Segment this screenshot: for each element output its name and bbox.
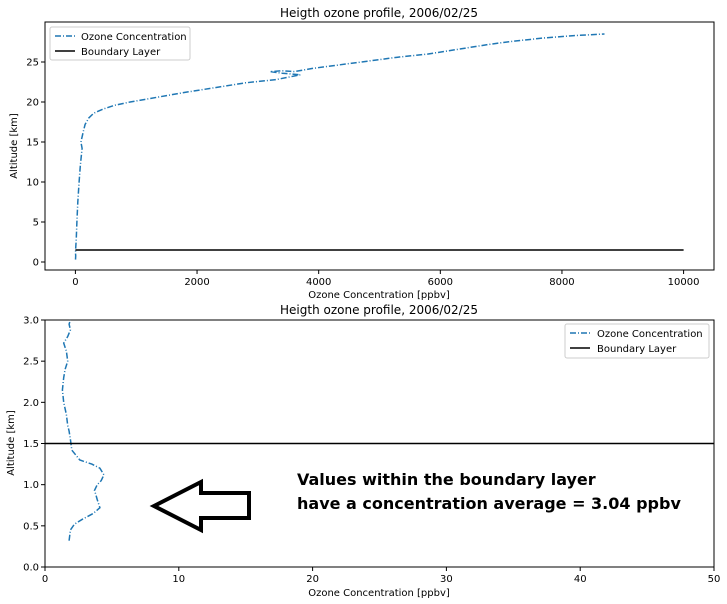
x-tick-label: 2000 — [184, 277, 209, 288]
y-tick-label: 1.0 — [23, 480, 39, 491]
bottom-series — [45, 319, 714, 541]
bottom-y-axis-label: Altitude [km] — [6, 410, 17, 476]
y-tick-label: 20 — [26, 98, 39, 109]
x-tick-label: 0 — [42, 574, 48, 585]
x-tick-label: 30 — [440, 574, 453, 585]
bottom-x-ticks: 0 10 20 30 40 50 — [42, 567, 721, 585]
bottom-legend-box — [564, 323, 710, 359]
x-tick-label: 4000 — [306, 277, 331, 288]
y-tick-label: 10 — [26, 178, 39, 189]
top-legend-boundary-label: Boundary Layer — [81, 47, 161, 58]
bottom-chart-title: Heigth ozone profile, 2006/02/25 — [280, 303, 478, 317]
top-chart-title: Heigth ozone profile, 2006/02/25 — [280, 6, 478, 20]
top-plot-area — [44, 21, 715, 271]
bottom-legend-boundary-label: Boundary Layer — [597, 344, 677, 355]
y-tick-label: 3.0 — [23, 316, 39, 327]
y-tick-label: 0.5 — [23, 521, 39, 532]
x-tick-label: 20 — [306, 574, 319, 585]
x-tick-label: 40 — [574, 574, 587, 585]
bottom-x-axis-label: Ozone Concentration [ppbv] — [308, 588, 450, 599]
top-y-ticks: 0 5 10 15 20 25 — [26, 58, 45, 269]
bottom-y-ticks: 0.0 0.5 1.0 1.5 2.0 2.5 3.0 — [23, 316, 45, 574]
bottom-legend-ozone-label: Ozone Concentration — [597, 329, 703, 340]
top-y-axis-label: Altitude [km] — [9, 113, 20, 179]
ozone-concentration-line — [74, 33, 605, 260]
top-legend: Ozone Concentration Boundary Layer — [49, 26, 191, 61]
y-tick-label: 0 — [33, 258, 39, 269]
y-tick-label: 5 — [33, 218, 39, 229]
y-tick-label: 1.5 — [23, 439, 39, 450]
annotation-line-1: Values within the boundary layer — [297, 470, 596, 489]
y-tick-label: 0.0 — [23, 563, 39, 574]
x-tick-label: 50 — [708, 574, 721, 585]
top-series — [74, 33, 684, 260]
left-arrow-annotation — [149, 478, 251, 534]
x-tick-label: 10 — [172, 574, 185, 585]
bottom-chart: Heigth ozone profile, 2006/02/25 0 10 20 30… — [6, 303, 720, 599]
x-tick-label: 0 — [72, 277, 78, 288]
x-tick-label: 10000 — [668, 277, 700, 288]
top-legend-box — [49, 26, 191, 61]
y-tick-label: 2.0 — [23, 398, 39, 409]
top-chart: Heigth ozone profile, 2006/02/25 0 2000 40… — [9, 6, 715, 301]
y-tick-label: 15 — [26, 138, 39, 149]
y-tick-label: 2.5 — [23, 357, 39, 368]
x-tick-label: 6000 — [428, 277, 453, 288]
top-x-axis-label: Ozone Concentration [ppbv] — [308, 290, 450, 301]
ozone-concentration-line — [61, 319, 105, 541]
y-tick-label: 25 — [26, 58, 39, 69]
top-x-ticks: 0 2000 4000 6000 8000 10000 — [72, 270, 699, 288]
bottom-legend: Ozone Concentration Boundary Layer — [564, 323, 710, 359]
annotation-line-2: have a concentration average = 3.04 ppbv — [297, 494, 681, 513]
x-tick-label: 8000 — [549, 277, 574, 288]
top-legend-ozone-label: Ozone Concentration — [81, 32, 187, 43]
